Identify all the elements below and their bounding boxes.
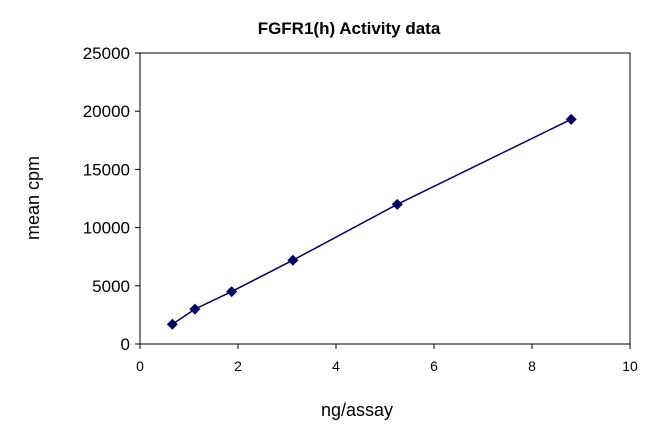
data-point-marker <box>287 254 299 266</box>
y-axis-label: mean cpm <box>23 156 43 240</box>
data-point-marker <box>189 303 201 315</box>
y-tick-label: 0 <box>121 335 130 354</box>
x-tick-label: 4 <box>332 358 340 374</box>
data-point-marker <box>391 198 403 210</box>
x-tick-label: 10 <box>622 358 638 374</box>
data-point-marker <box>226 286 238 298</box>
y-tick-label: 25000 <box>83 44 130 63</box>
y-tick-label: 10000 <box>83 219 130 238</box>
x-tick-label: 2 <box>234 358 242 374</box>
x-tick-label: 6 <box>430 358 438 374</box>
x-tick-label: 0 <box>136 358 144 374</box>
x-tick-label: 8 <box>528 358 536 374</box>
y-axis: 0 5000 10000 15000 20000 25000 <box>83 44 140 354</box>
y-tick-label: 15000 <box>83 160 130 179</box>
data-point-marker <box>166 318 178 330</box>
series-line <box>171 118 572 325</box>
x-axis-label: ng/assay <box>321 400 393 420</box>
plot-frame <box>139 52 631 345</box>
chart-title: FGFR1(h) Activity data <box>258 19 441 38</box>
y-tick-label: 5000 <box>92 277 130 296</box>
data-point-marker <box>565 113 577 125</box>
x-axis: 0 2 4 6 8 10 <box>136 344 638 374</box>
series-markers <box>166 113 577 330</box>
y-tick-label: 20000 <box>83 102 130 121</box>
